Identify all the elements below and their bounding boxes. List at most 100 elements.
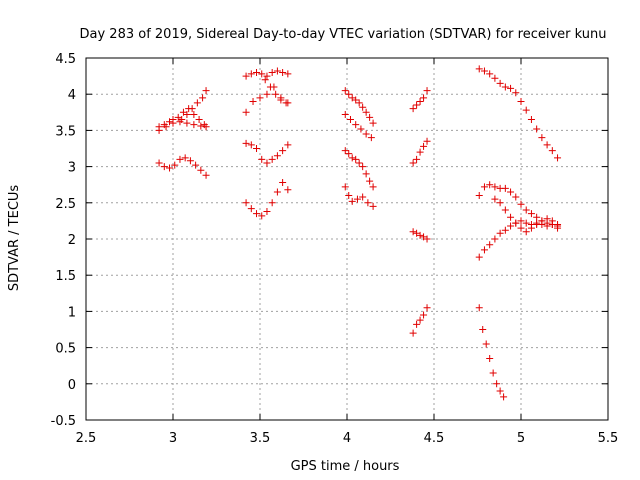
data-point [480, 246, 488, 254]
y-tick-label: 3.5 [55, 124, 76, 139]
data-point [345, 150, 353, 158]
data-point [171, 161, 179, 169]
data-point [195, 116, 203, 124]
data-point [533, 221, 541, 229]
data-point [517, 200, 525, 208]
data-point [247, 141, 255, 149]
data-point [341, 147, 349, 155]
data-point [527, 116, 535, 124]
data-point [423, 87, 431, 95]
data-point [190, 121, 198, 129]
data-point [359, 103, 367, 111]
data-point [256, 94, 264, 102]
data-point [261, 76, 269, 84]
data-point [258, 70, 266, 78]
data-point [543, 141, 551, 149]
data-point [362, 130, 370, 138]
series-arc-3 [178, 87, 210, 124]
data-point [242, 72, 250, 80]
series-arc-7 [261, 76, 290, 107]
data-point [272, 90, 280, 98]
data-point [155, 126, 163, 134]
data-point [181, 154, 189, 162]
data-point [423, 304, 431, 312]
data-point [160, 163, 168, 171]
data-point [538, 134, 546, 142]
data-point [507, 84, 515, 92]
data-point [479, 326, 487, 333]
data-point [197, 166, 205, 174]
data-point [263, 207, 271, 215]
data-point [413, 101, 421, 109]
data-point [496, 387, 504, 395]
y-tick-label: -0.5 [51, 414, 76, 429]
data-point [522, 219, 530, 227]
data-point [491, 74, 499, 82]
data-point [480, 67, 488, 75]
data-point [420, 94, 428, 102]
data-point [242, 108, 250, 116]
data-point [193, 99, 201, 107]
y-tick-label: 0 [68, 378, 76, 393]
data-point [284, 186, 292, 194]
y-tick-label: 1 [68, 305, 76, 320]
data-point [155, 159, 163, 167]
data-point [258, 155, 266, 163]
data-point [420, 142, 428, 150]
data-point [517, 217, 525, 225]
data-point [475, 253, 483, 261]
data-point [367, 134, 375, 142]
data-point [413, 320, 421, 328]
data-point [409, 329, 417, 337]
data-point [507, 188, 515, 196]
data-point [491, 235, 499, 243]
series-arc-15 [409, 137, 431, 167]
series-arc-4 [155, 154, 210, 179]
data-point [253, 68, 261, 76]
data-point [268, 199, 276, 207]
data-point [188, 105, 196, 113]
data-point [268, 68, 276, 76]
chart-title: Day 283 of 2019, Sidereal Day-to-day VTE… [80, 27, 607, 42]
data-point [253, 210, 261, 218]
data-point [362, 170, 370, 178]
data-point [279, 68, 287, 76]
data-point [183, 119, 191, 127]
y-tick-label: 4 [68, 88, 76, 103]
series-arc-2 [155, 118, 210, 134]
data-point [284, 70, 292, 78]
data-point [199, 94, 207, 102]
series-arc-12 [341, 147, 377, 191]
data-point [486, 70, 494, 78]
data-point [279, 147, 287, 155]
grid [86, 58, 608, 420]
data-point [273, 188, 281, 196]
x-tick-label: 4 [343, 431, 351, 446]
data-point [482, 340, 490, 348]
data-point [538, 217, 546, 225]
data-point [348, 154, 356, 162]
data-point [178, 116, 186, 124]
data-point [362, 108, 370, 116]
data-point [190, 110, 198, 118]
y-tick-label: 0.5 [55, 342, 76, 357]
data-point [247, 70, 255, 78]
data-point [480, 183, 488, 191]
series-arc-13 [341, 183, 377, 210]
data-point [359, 163, 367, 171]
data-point [489, 369, 497, 377]
series-arc-21 [491, 195, 562, 236]
data-point [522, 106, 530, 114]
data-point [192, 161, 200, 169]
data-point [366, 113, 374, 121]
data-point [512, 193, 520, 201]
data-point [420, 311, 428, 319]
data-point [352, 121, 360, 129]
data-point [522, 228, 530, 236]
data-point [475, 304, 483, 312]
data-point [277, 96, 285, 104]
data-point [263, 72, 271, 80]
data-point [263, 159, 271, 167]
data-point [501, 83, 509, 91]
series-arc-9 [242, 179, 292, 220]
